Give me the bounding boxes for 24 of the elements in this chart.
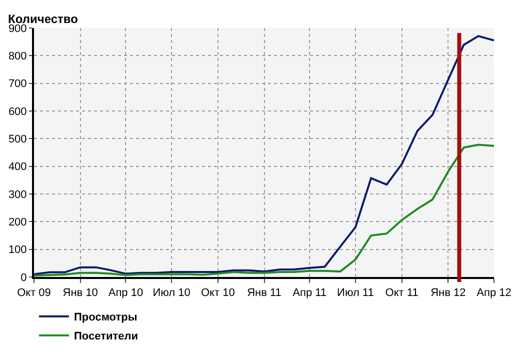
x-tick-label: Апр 10 (108, 287, 144, 300)
y-tick-label: 0 (20, 272, 27, 284)
legend-label: Просмотры (74, 312, 138, 324)
y-tick-label: 900 (8, 22, 27, 35)
y-tick-label: 600 (8, 106, 27, 118)
y-tick-label: 500 (8, 134, 27, 146)
y-tick-label: 800 (8, 50, 27, 63)
x-tick-label: Янв 12 (430, 287, 466, 300)
x-tick-label: Окт 11 (385, 287, 418, 300)
x-tick-label: Окт 10 (200, 287, 235, 300)
x-tick-label: Янв 10 (62, 287, 98, 300)
y-tick-label: 400 (8, 161, 27, 174)
x-tick-label: Окт 09 (17, 287, 51, 300)
y-tick-label: 300 (8, 188, 27, 201)
y-tick-label: 100 (8, 244, 27, 256)
x-tick-label: Янв 11 (247, 287, 282, 300)
x-tick-label: Апр 11 (292, 287, 327, 300)
y-tick-label: 700 (8, 78, 27, 90)
y-tick-label: 200 (8, 216, 27, 229)
x-tick-label: Июл 11 (337, 287, 374, 300)
line-series (34, 35, 494, 276)
legend-label: Посетители (74, 330, 138, 343)
x-tick-label: Июл 10 (152, 287, 190, 300)
x-tick-label: Апр 12 (476, 287, 512, 300)
